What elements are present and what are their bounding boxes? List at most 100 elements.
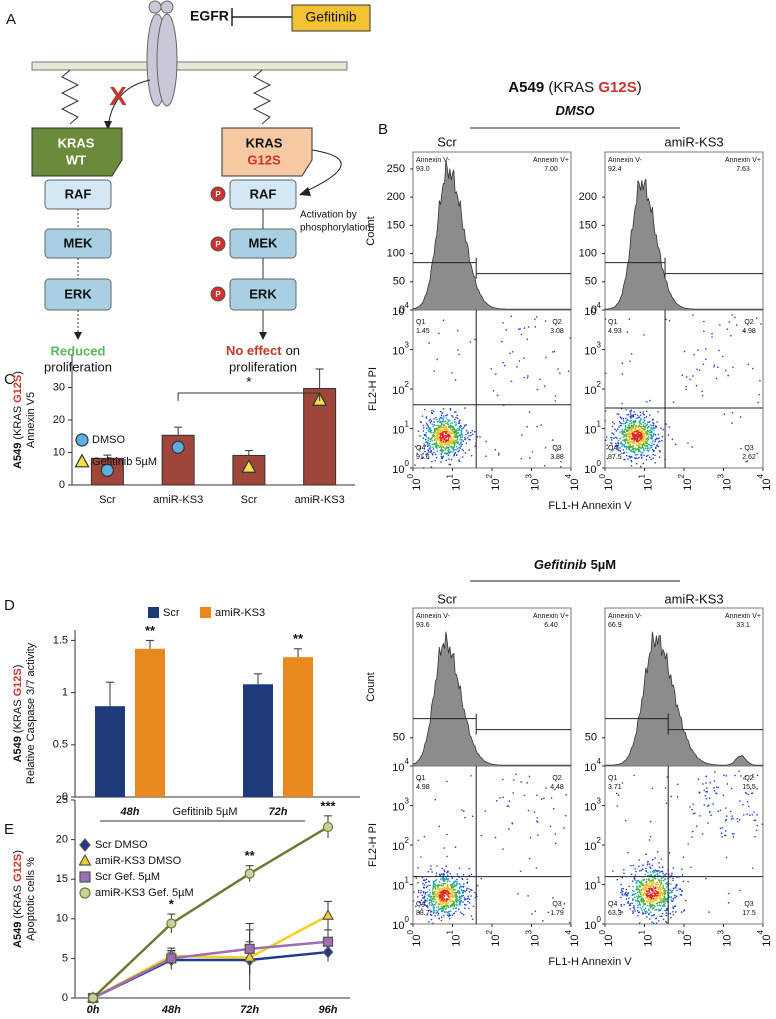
- label-part: G12S: [12, 854, 24, 882]
- event: [742, 777, 745, 780]
- column-label: amiR-KS3: [664, 591, 723, 606]
- event: [465, 889, 468, 892]
- event: [444, 882, 447, 885]
- event: [553, 350, 556, 353]
- event: [754, 835, 756, 838]
- event: [642, 421, 644, 424]
- event: [523, 327, 526, 329]
- event: [726, 328, 729, 330]
- event: [653, 429, 656, 432]
- event: [569, 337, 572, 339]
- event: [660, 870, 663, 873]
- significance: **: [293, 631, 304, 646]
- event: [445, 446, 448, 448]
- event: [691, 446, 693, 448]
- event: [434, 798, 437, 801]
- event: [645, 416, 648, 418]
- label-part: (KRAS: [12, 882, 24, 922]
- event: [660, 907, 663, 910]
- event: [675, 895, 678, 898]
- event: [626, 331, 629, 333]
- event: [638, 439, 641, 441]
- log-exponent: 3: [717, 473, 726, 478]
- log-exponent: 2: [597, 836, 602, 845]
- event: [437, 434, 440, 436]
- log-exponent: 2: [597, 380, 602, 389]
- event: [674, 896, 676, 899]
- event: [640, 908, 643, 910]
- event: [439, 890, 442, 892]
- event: [656, 890, 659, 893]
- log-exponent: 1: [405, 420, 410, 429]
- event: [624, 819, 627, 822]
- event: [746, 800, 749, 803]
- event: [473, 430, 476, 433]
- event: [651, 442, 654, 444]
- event: [445, 898, 448, 900]
- event: [642, 449, 645, 451]
- quadrant-name: Q4: [608, 901, 617, 908]
- event: [660, 893, 662, 896]
- event: [642, 902, 645, 904]
- event: [438, 332, 440, 335]
- event: [466, 878, 468, 881]
- event: [502, 322, 504, 324]
- log-exponent: 3: [525, 929, 534, 934]
- label-part: ): [12, 665, 24, 669]
- x-tick-label: 103: [717, 929, 734, 946]
- event: [623, 872, 625, 874]
- event: [423, 895, 426, 897]
- event: [630, 459, 632, 462]
- event: [664, 874, 667, 876]
- event: [645, 437, 647, 440]
- event: [627, 436, 629, 439]
- event: [545, 356, 547, 359]
- event: [648, 879, 650, 882]
- event: [444, 878, 446, 881]
- event: [451, 899, 454, 902]
- event: [519, 870, 522, 873]
- event: [492, 389, 495, 392]
- event: [739, 800, 741, 802]
- event: [536, 425, 539, 428]
- event: [645, 867, 647, 870]
- event: [421, 876, 424, 879]
- node-label: RAF: [65, 186, 92, 201]
- event: [627, 892, 630, 894]
- event: [449, 440, 452, 442]
- event: [434, 430, 437, 433]
- event: [661, 900, 664, 903]
- event: [643, 454, 645, 457]
- log-base: 10: [584, 464, 596, 476]
- event: [640, 465, 642, 468]
- event: [630, 419, 633, 422]
- event: [637, 891, 639, 894]
- event: [671, 900, 673, 902]
- event: [652, 457, 654, 460]
- event: [454, 379, 457, 382]
- event: [430, 895, 433, 898]
- event: [634, 447, 636, 449]
- event: [625, 435, 628, 437]
- event: [610, 442, 613, 445]
- event: [658, 908, 660, 911]
- event: [662, 886, 665, 888]
- event: [642, 894, 645, 897]
- event: [449, 872, 452, 875]
- event: [664, 891, 666, 893]
- event: [442, 445, 444, 447]
- event: [734, 774, 736, 777]
- event: [623, 893, 626, 896]
- event: [641, 891, 643, 894]
- significance: ***: [320, 798, 336, 813]
- event: [431, 436, 433, 439]
- event: [447, 454, 450, 456]
- significance: *: [246, 374, 252, 390]
- event: [631, 902, 633, 905]
- event: [641, 446, 644, 448]
- y-tick-label: 1: [62, 687, 68, 699]
- event: [454, 896, 457, 898]
- event: [651, 921, 653, 923]
- event: [439, 442, 441, 445]
- event: [449, 894, 452, 897]
